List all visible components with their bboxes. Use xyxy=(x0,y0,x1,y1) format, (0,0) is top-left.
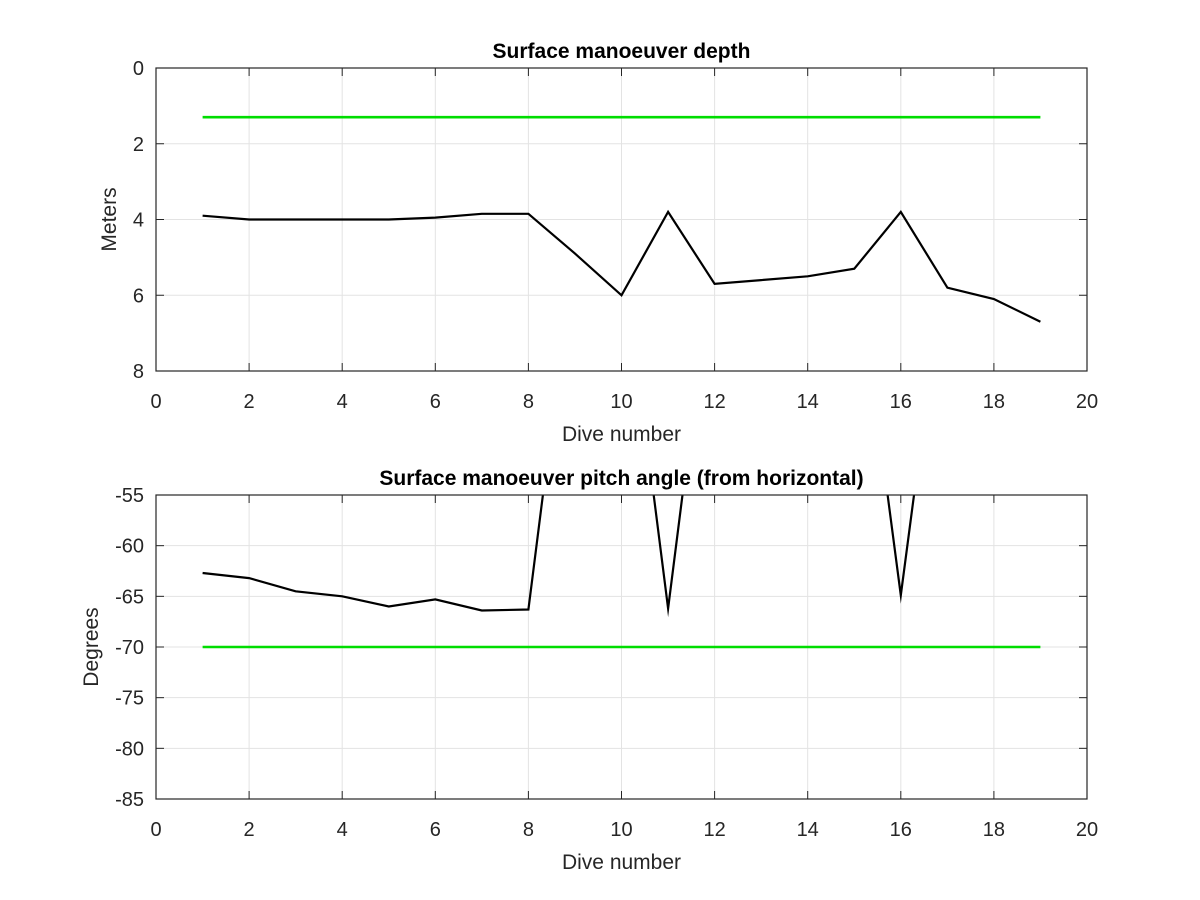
x-tick-label: 14 xyxy=(797,819,819,841)
series-group xyxy=(202,115,1041,323)
ticks: 0 2 4 6 8 10 12 14 16 18 20 -55 -60 -65 -70 -75 -80 -85 xyxy=(115,485,1098,841)
depth-chart-xlabel: Dive number xyxy=(562,423,681,446)
data-line xyxy=(202,209,1041,323)
x-tick-label: 4 xyxy=(337,819,348,841)
x-tick-label: 6 xyxy=(430,391,441,413)
x-tick-label: 10 xyxy=(610,819,632,841)
x-tick-label: 20 xyxy=(1076,819,1098,841)
y-tick-label: 0 xyxy=(133,58,144,80)
ticks: 0 2 4 6 8 10 12 14 16 18 20 0 2 4 6 8 xyxy=(133,58,1098,413)
depth-chart-ylabel: Meters xyxy=(98,187,121,251)
y-tick-label: -70 xyxy=(115,637,144,659)
x-tick-label: 12 xyxy=(703,391,725,413)
x-tick-label: 16 xyxy=(890,391,912,413)
y-tick-label: 2 xyxy=(133,134,144,156)
x-tick-label: 2 xyxy=(244,819,255,841)
x-tick-label: 8 xyxy=(523,819,534,841)
x-tick-label: 16 xyxy=(890,819,912,841)
data-line xyxy=(202,495,916,618)
depth-chart-title: Surface manoeuver depth xyxy=(493,40,751,63)
y-tick-label: 6 xyxy=(133,285,144,307)
x-tick-label: 8 xyxy=(523,391,534,413)
y-tick-label: -85 xyxy=(115,789,144,811)
y-tick-label: -55 xyxy=(115,485,144,507)
x-tick-label: 4 xyxy=(337,391,348,413)
x-tick-label: 12 xyxy=(703,819,725,841)
pitch-chart: Surface manoeuver pitch angle (from hori… xyxy=(80,467,1098,874)
depth-chart: Surface manoeuver depth Dive number Mete… xyxy=(98,40,1098,446)
y-tick-label: -75 xyxy=(115,688,144,710)
x-tick-label: 10 xyxy=(610,391,632,413)
x-tick-label: 20 xyxy=(1076,391,1098,413)
y-tick-label: -65 xyxy=(115,586,144,608)
y-tick-label: -60 xyxy=(115,536,144,558)
pitch-chart-ylabel: Degrees xyxy=(80,607,103,686)
x-tick-label: 6 xyxy=(430,819,441,841)
x-tick-label: 2 xyxy=(244,391,255,413)
pitch-chart-title: Surface manoeuver pitch angle (from hori… xyxy=(379,467,863,490)
series-group xyxy=(202,495,1041,649)
y-tick-label: 8 xyxy=(133,361,144,383)
x-tick-label: 18 xyxy=(983,391,1005,413)
y-tick-label: -80 xyxy=(115,738,144,760)
grid xyxy=(156,495,1087,799)
x-tick-label: 18 xyxy=(983,819,1005,841)
x-tick-label: 0 xyxy=(150,819,161,841)
x-tick-label: 14 xyxy=(797,391,819,413)
x-tick-label: 0 xyxy=(150,391,161,413)
y-tick-label: 4 xyxy=(133,210,144,232)
pitch-chart-xlabel: Dive number xyxy=(562,851,681,874)
